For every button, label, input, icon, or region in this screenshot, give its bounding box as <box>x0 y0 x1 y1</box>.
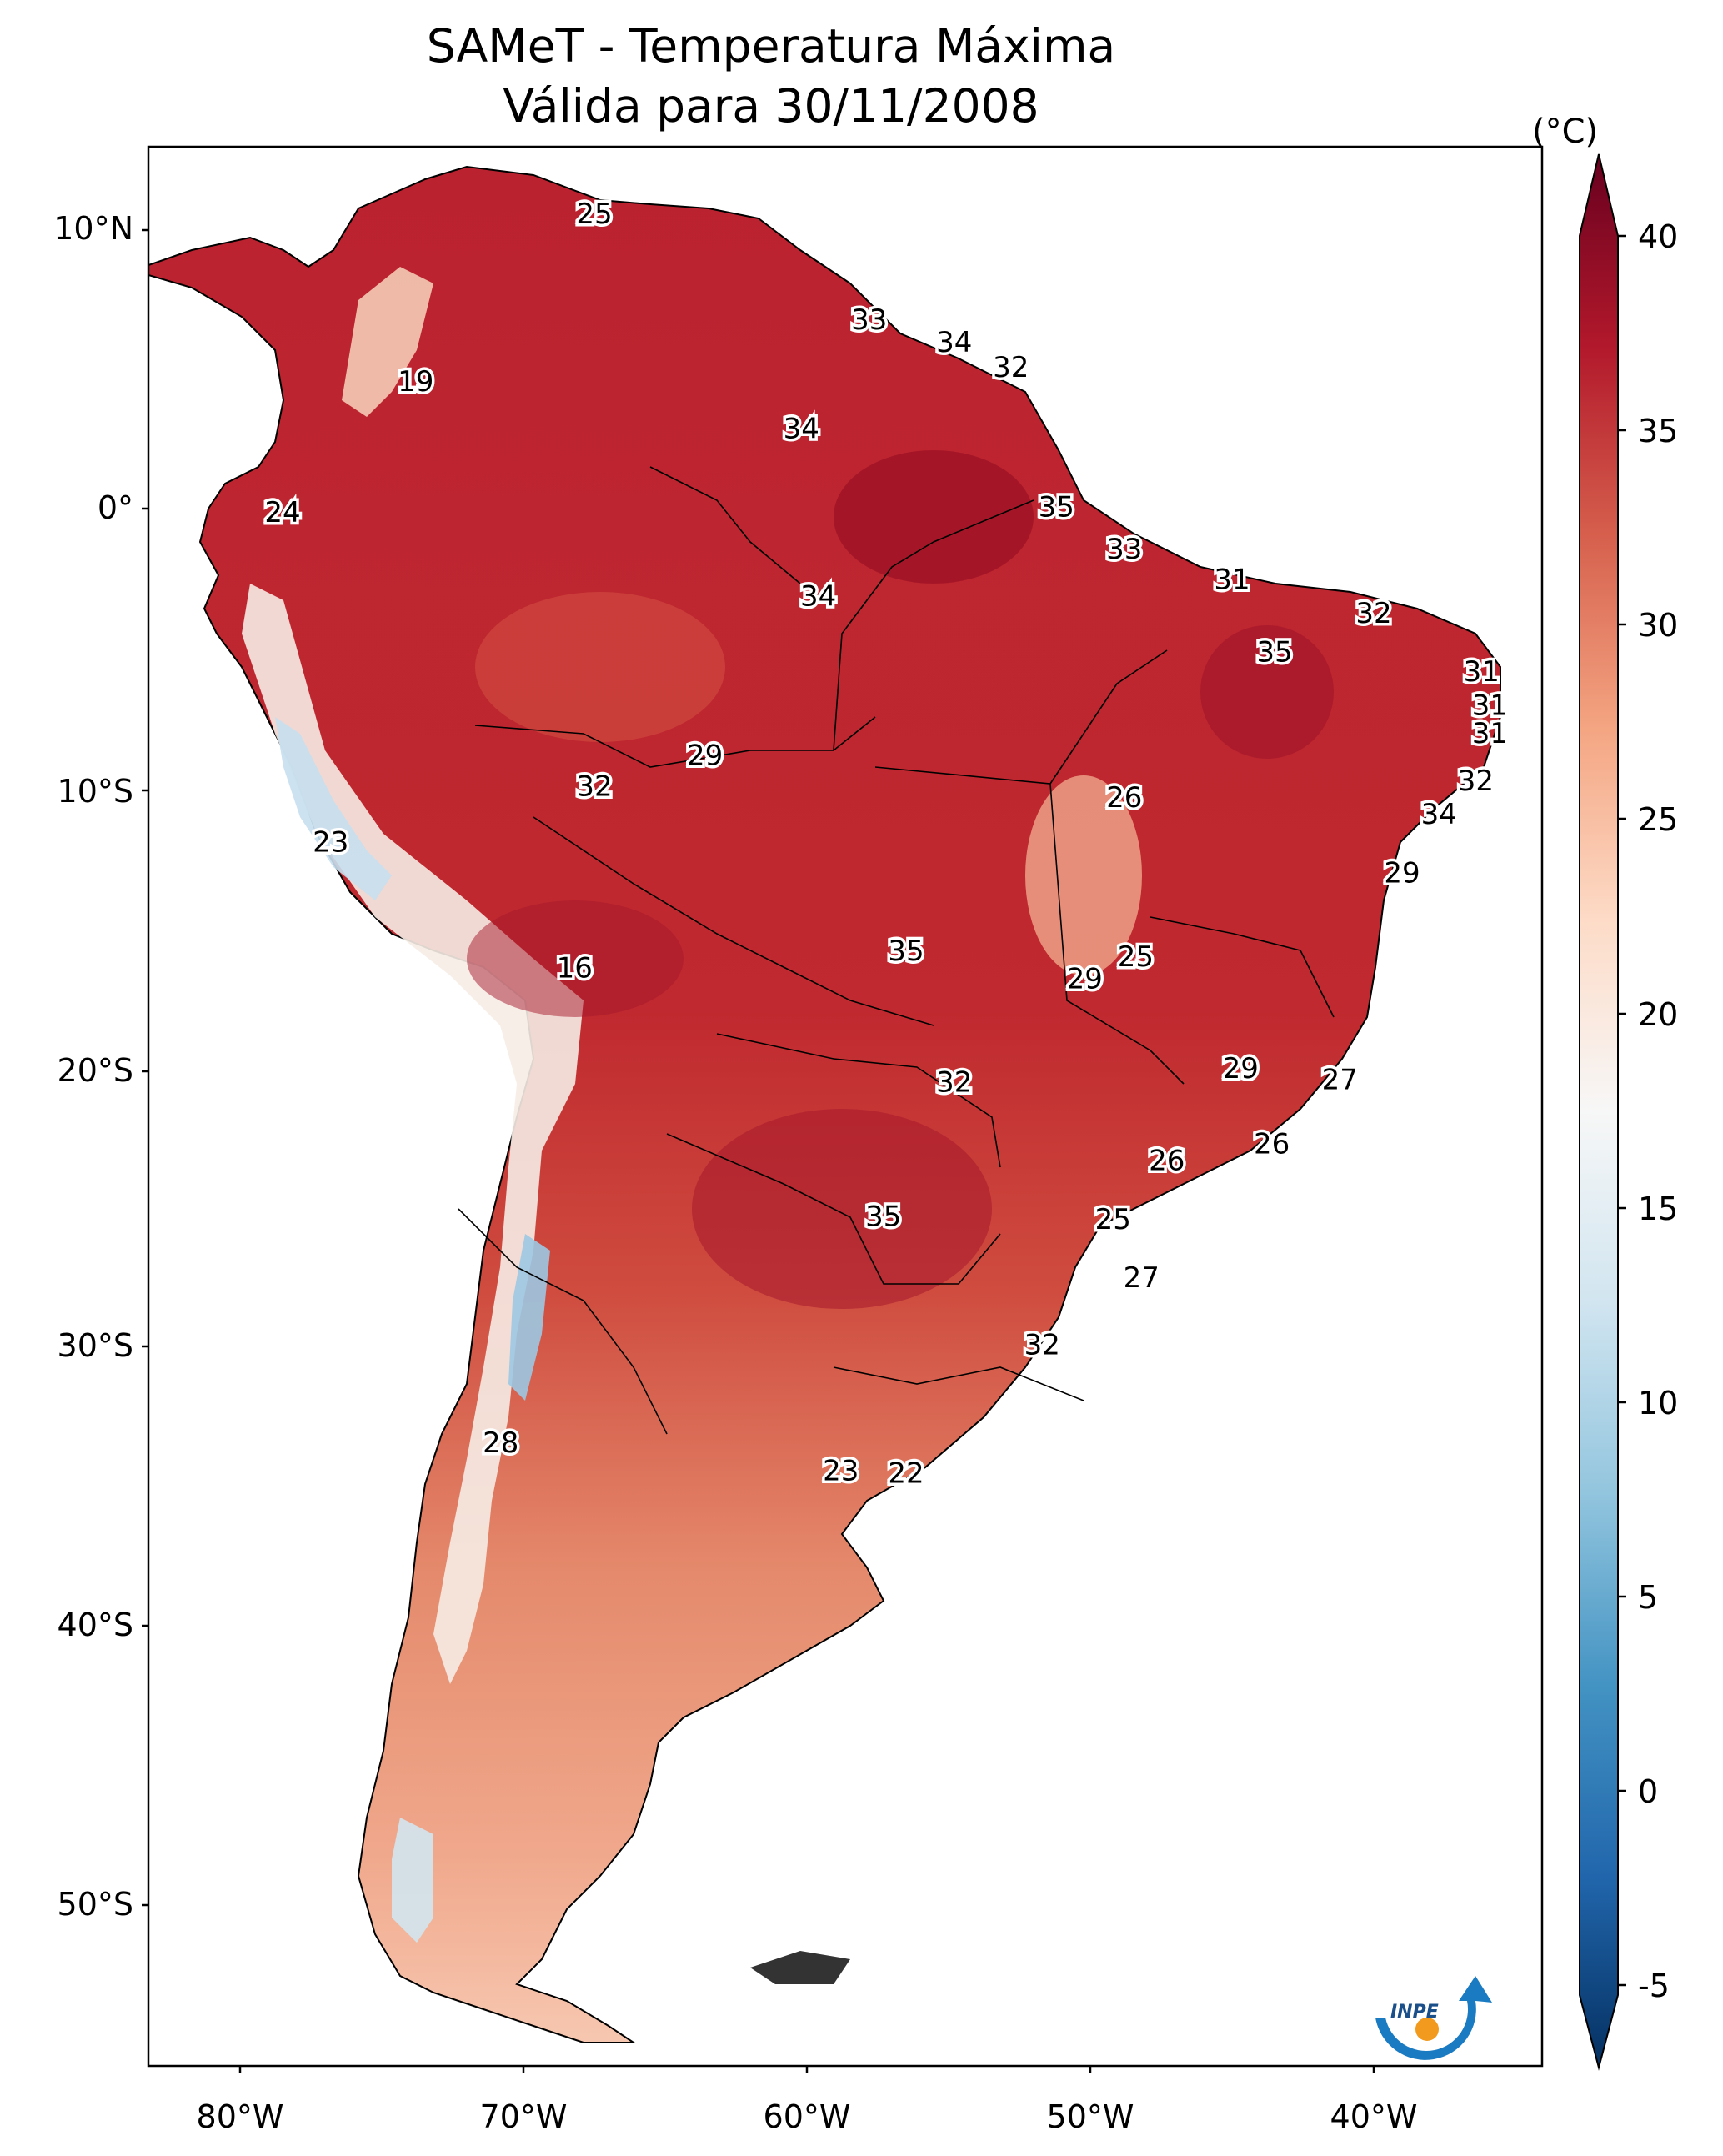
temperature-label: 27 <box>1124 1261 1160 1295</box>
temperature-label: 16 <box>557 951 593 985</box>
temperature-label: 27 <box>1322 1063 1358 1096</box>
map-title-line1: SAMeT - Temperatura Máxima <box>426 19 1116 73</box>
temperature-label: 33 <box>851 303 887 337</box>
andes-blue-patch <box>275 717 392 900</box>
colorbar-ticks <box>1618 234 1626 1987</box>
temperature-label: 29 <box>1384 856 1420 890</box>
temperature-label: 32 <box>993 351 1029 384</box>
temperature-label: 23 <box>313 826 348 860</box>
temperature-label: 31 <box>1472 689 1508 722</box>
temperature-label: 29 <box>1223 1052 1259 1086</box>
lon-tick-label: 70°W <box>479 2098 568 2135</box>
falkland-islands <box>750 1951 850 1984</box>
temperature-label: 24 <box>264 496 300 529</box>
colorbar-tick-label: 35 <box>1638 413 1679 449</box>
colorbar-tick-label: 5 <box>1638 1579 1659 1616</box>
colorbar-tick-label: -5 <box>1638 1968 1670 2004</box>
temperature-label: 32 <box>1355 597 1391 630</box>
temperature-label: 31 <box>1464 655 1500 689</box>
temperature-label: 32 <box>1024 1329 1060 1362</box>
temperature-label: 23 <box>823 1454 859 1487</box>
inpe-logo-icon: INPE <box>1375 1976 1492 2060</box>
temperature-label: 32 <box>1458 765 1494 798</box>
temperature-label: 25 <box>576 198 612 231</box>
temperature-label: 34 <box>800 580 836 614</box>
colorbar-tick-label: 20 <box>1638 996 1679 1033</box>
colorbar-tick-label: 40 <box>1638 218 1679 255</box>
lat-tick-label: 50°S <box>57 1886 133 1923</box>
temperature-label: 26 <box>1106 781 1142 815</box>
temperature-label: 26 <box>1254 1127 1290 1161</box>
lat-tick-label: 20°S <box>57 1052 133 1089</box>
hot-core-area <box>1200 625 1334 759</box>
lat-tick-label: 30°S <box>57 1327 133 1364</box>
colorbar <box>1579 153 1619 2071</box>
inpe-logo-text: INPE <box>1390 2002 1439 2023</box>
colorbar-tick-label: 30 <box>1638 607 1679 644</box>
colorbar-unit: (°C) <box>1532 113 1599 151</box>
temperature-label: 25 <box>1118 940 1154 974</box>
temperature-label: 35 <box>888 935 924 968</box>
lon-tick-label: 40°W <box>1330 2098 1418 2135</box>
temperature-label: 29 <box>687 740 723 773</box>
temperature-labels: 2519242316283334323435333132353131313234… <box>262 194 1511 1493</box>
hot-core-area <box>692 1109 992 1309</box>
country-borders <box>458 466 1335 1435</box>
map-title-line2: Válida para 30/11/2008 <box>503 79 1039 133</box>
colorbar-tick-label: 0 <box>1638 1773 1659 1810</box>
andes-blue-patch <box>392 1818 433 1943</box>
lon-tick-label: 80°W <box>196 2098 284 2135</box>
temperature-label: 19 <box>398 365 433 399</box>
andes-cool-band <box>242 584 584 1684</box>
axis-ticks <box>142 228 1375 2073</box>
cooler-area <box>475 592 725 742</box>
temperature-label: 26 <box>1149 1144 1185 1177</box>
hot-core-area <box>834 450 1034 584</box>
lat-tick-label: 0° <box>97 489 133 526</box>
temperature-label: 33 <box>1106 533 1142 566</box>
temperature-label: 32 <box>576 770 612 804</box>
temperature-label: 35 <box>1256 636 1292 669</box>
temperature-label: 35 <box>865 1200 901 1233</box>
temperature-label: 34 <box>784 413 819 446</box>
temperature-label: 34 <box>1421 798 1457 831</box>
temperature-label: 34 <box>936 326 972 359</box>
south-america-landmass <box>148 165 1501 2043</box>
cooler-area <box>1025 775 1142 975</box>
lat-tick-label: 40°S <box>57 1607 133 1643</box>
temperature-label: 32 <box>936 1066 972 1100</box>
lon-tick-label: 50°W <box>1046 2098 1134 2135</box>
temperature-label: 22 <box>888 1457 924 1491</box>
temperature-label: 31 <box>1472 717 1508 750</box>
temperature-label: 31 <box>1214 564 1250 597</box>
lon-tick-label: 60°W <box>763 2098 851 2135</box>
temperature-label: 28 <box>483 1426 518 1460</box>
temperature-label: 35 <box>1039 491 1074 524</box>
hot-core-area <box>467 900 684 1017</box>
temperature-label: 29 <box>1067 963 1103 996</box>
temperature-label: 25 <box>1095 1203 1131 1236</box>
lat-tick-label: 10°N <box>53 210 133 247</box>
andes-blue-patch <box>508 1234 550 1401</box>
colombia-andes-patch <box>342 267 433 417</box>
lat-tick-label: 10°S <box>57 773 133 810</box>
colorbar-tick-label: 15 <box>1638 1191 1679 1227</box>
colorbar-tick-label: 10 <box>1638 1385 1679 1421</box>
map-axes-border <box>147 145 1544 2068</box>
colorbar-tick-label: 25 <box>1638 801 1679 838</box>
